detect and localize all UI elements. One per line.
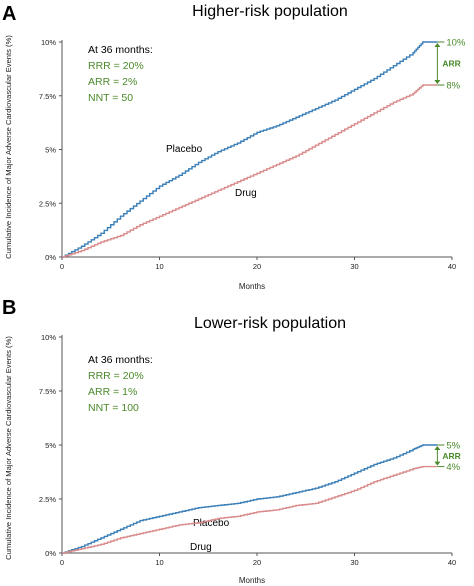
- stats-box: At 36 months: RRR = 20% ARR = 1% NNT = 1…: [88, 354, 153, 414]
- y-tick-label: 7.5%: [39, 387, 56, 396]
- stats-heading: At 36 months:: [88, 44, 153, 56]
- y-axis-ticks: 0% 2.5% 5% 7.5% 10%: [39, 333, 56, 558]
- x-axis-label: Months: [239, 282, 265, 291]
- x-tick-label: 20: [253, 558, 261, 567]
- stats-box: At 36 months: RRR = 20% ARR = 2% NNT = 5…: [88, 44, 153, 104]
- series-line-drug: [62, 84, 438, 258]
- end-label-placebo: 5%: [446, 441, 460, 452]
- series-line-drug: [62, 465, 438, 554]
- x-tick-label: 0: [60, 262, 64, 271]
- arr-label: ARR: [442, 59, 460, 69]
- y-tick-label: 0%: [45, 549, 56, 558]
- arr-arrow-head-bottom: [434, 80, 441, 84]
- series-label-placebo: Placebo: [166, 144, 203, 155]
- arr-arrow-head-top: [434, 446, 441, 450]
- series-line-placebo: [62, 444, 438, 554]
- chart-title: Higher-risk population: [192, 3, 348, 20]
- arr-arrow-head-bottom: [434, 461, 441, 466]
- stat-rrr: RRR = 20%: [88, 370, 144, 382]
- y-tick-label: 10%: [41, 38, 56, 47]
- y-tick-label: 2.5%: [39, 199, 56, 208]
- x-tick-label: 10: [155, 558, 163, 567]
- series-label-drug: Drug: [235, 188, 257, 199]
- y-tick-label: 5%: [45, 441, 56, 450]
- chart-title: Lower-risk population: [194, 315, 346, 332]
- panel-label: B: [2, 297, 16, 319]
- panel-a: A Higher-risk population 0% 2.5% 5% 7.5%…: [2, 3, 466, 291]
- y-axis-label: Cumulative Incidence of Major Adverse Ca…: [4, 35, 13, 259]
- stat-nnt: NNT = 100: [88, 402, 139, 414]
- stat-arr: ARR = 1%: [88, 386, 137, 398]
- x-tick-label: 30: [350, 262, 358, 271]
- panel-b: B Lower-risk population 0% 2.5% 5% 7.5% …: [2, 297, 461, 585]
- stat-rrr: RRR = 20%: [88, 60, 144, 72]
- end-label-drug: 4%: [446, 462, 460, 473]
- x-tick-label: 0: [60, 558, 64, 567]
- y-tick-label: 2.5%: [39, 495, 56, 504]
- x-axis-ticks: 0 10 20 30 40: [60, 262, 456, 271]
- stats-heading: At 36 months:: [88, 354, 153, 366]
- end-label-placebo: 10%: [446, 38, 466, 49]
- x-axis-ticks: 0 10 20 30 40: [60, 558, 456, 567]
- x-tick-label: 20: [253, 262, 261, 271]
- arr-label: ARR: [442, 451, 460, 461]
- x-tick-label: 10: [155, 262, 163, 271]
- y-tick-label: 0%: [45, 253, 56, 262]
- x-tick-label: 40: [448, 558, 456, 567]
- x-tick-label: 40: [448, 262, 456, 271]
- series-line-placebo: [62, 41, 438, 258]
- panel-label: A: [2, 3, 16, 25]
- stat-arr: ARR = 2%: [88, 76, 137, 88]
- end-label-drug: 8%: [446, 81, 460, 92]
- y-tick-label: 5%: [45, 146, 56, 155]
- arr-arrow-head-top: [434, 43, 441, 47]
- y-tick-label: 10%: [41, 333, 56, 342]
- series-label-drug: Drug: [190, 542, 212, 553]
- x-axis-label: Months: [239, 576, 265, 585]
- y-axis-ticks: 0% 2.5% 5% 7.5% 10%: [39, 38, 56, 262]
- series-label-placebo: Placebo: [193, 518, 230, 529]
- stat-nnt: NNT = 50: [88, 92, 133, 104]
- y-tick-label: 7.5%: [39, 92, 56, 101]
- x-tick-label: 30: [350, 558, 358, 567]
- y-axis-label: Cumulative Incidence of Major Adverse Ca…: [4, 336, 13, 560]
